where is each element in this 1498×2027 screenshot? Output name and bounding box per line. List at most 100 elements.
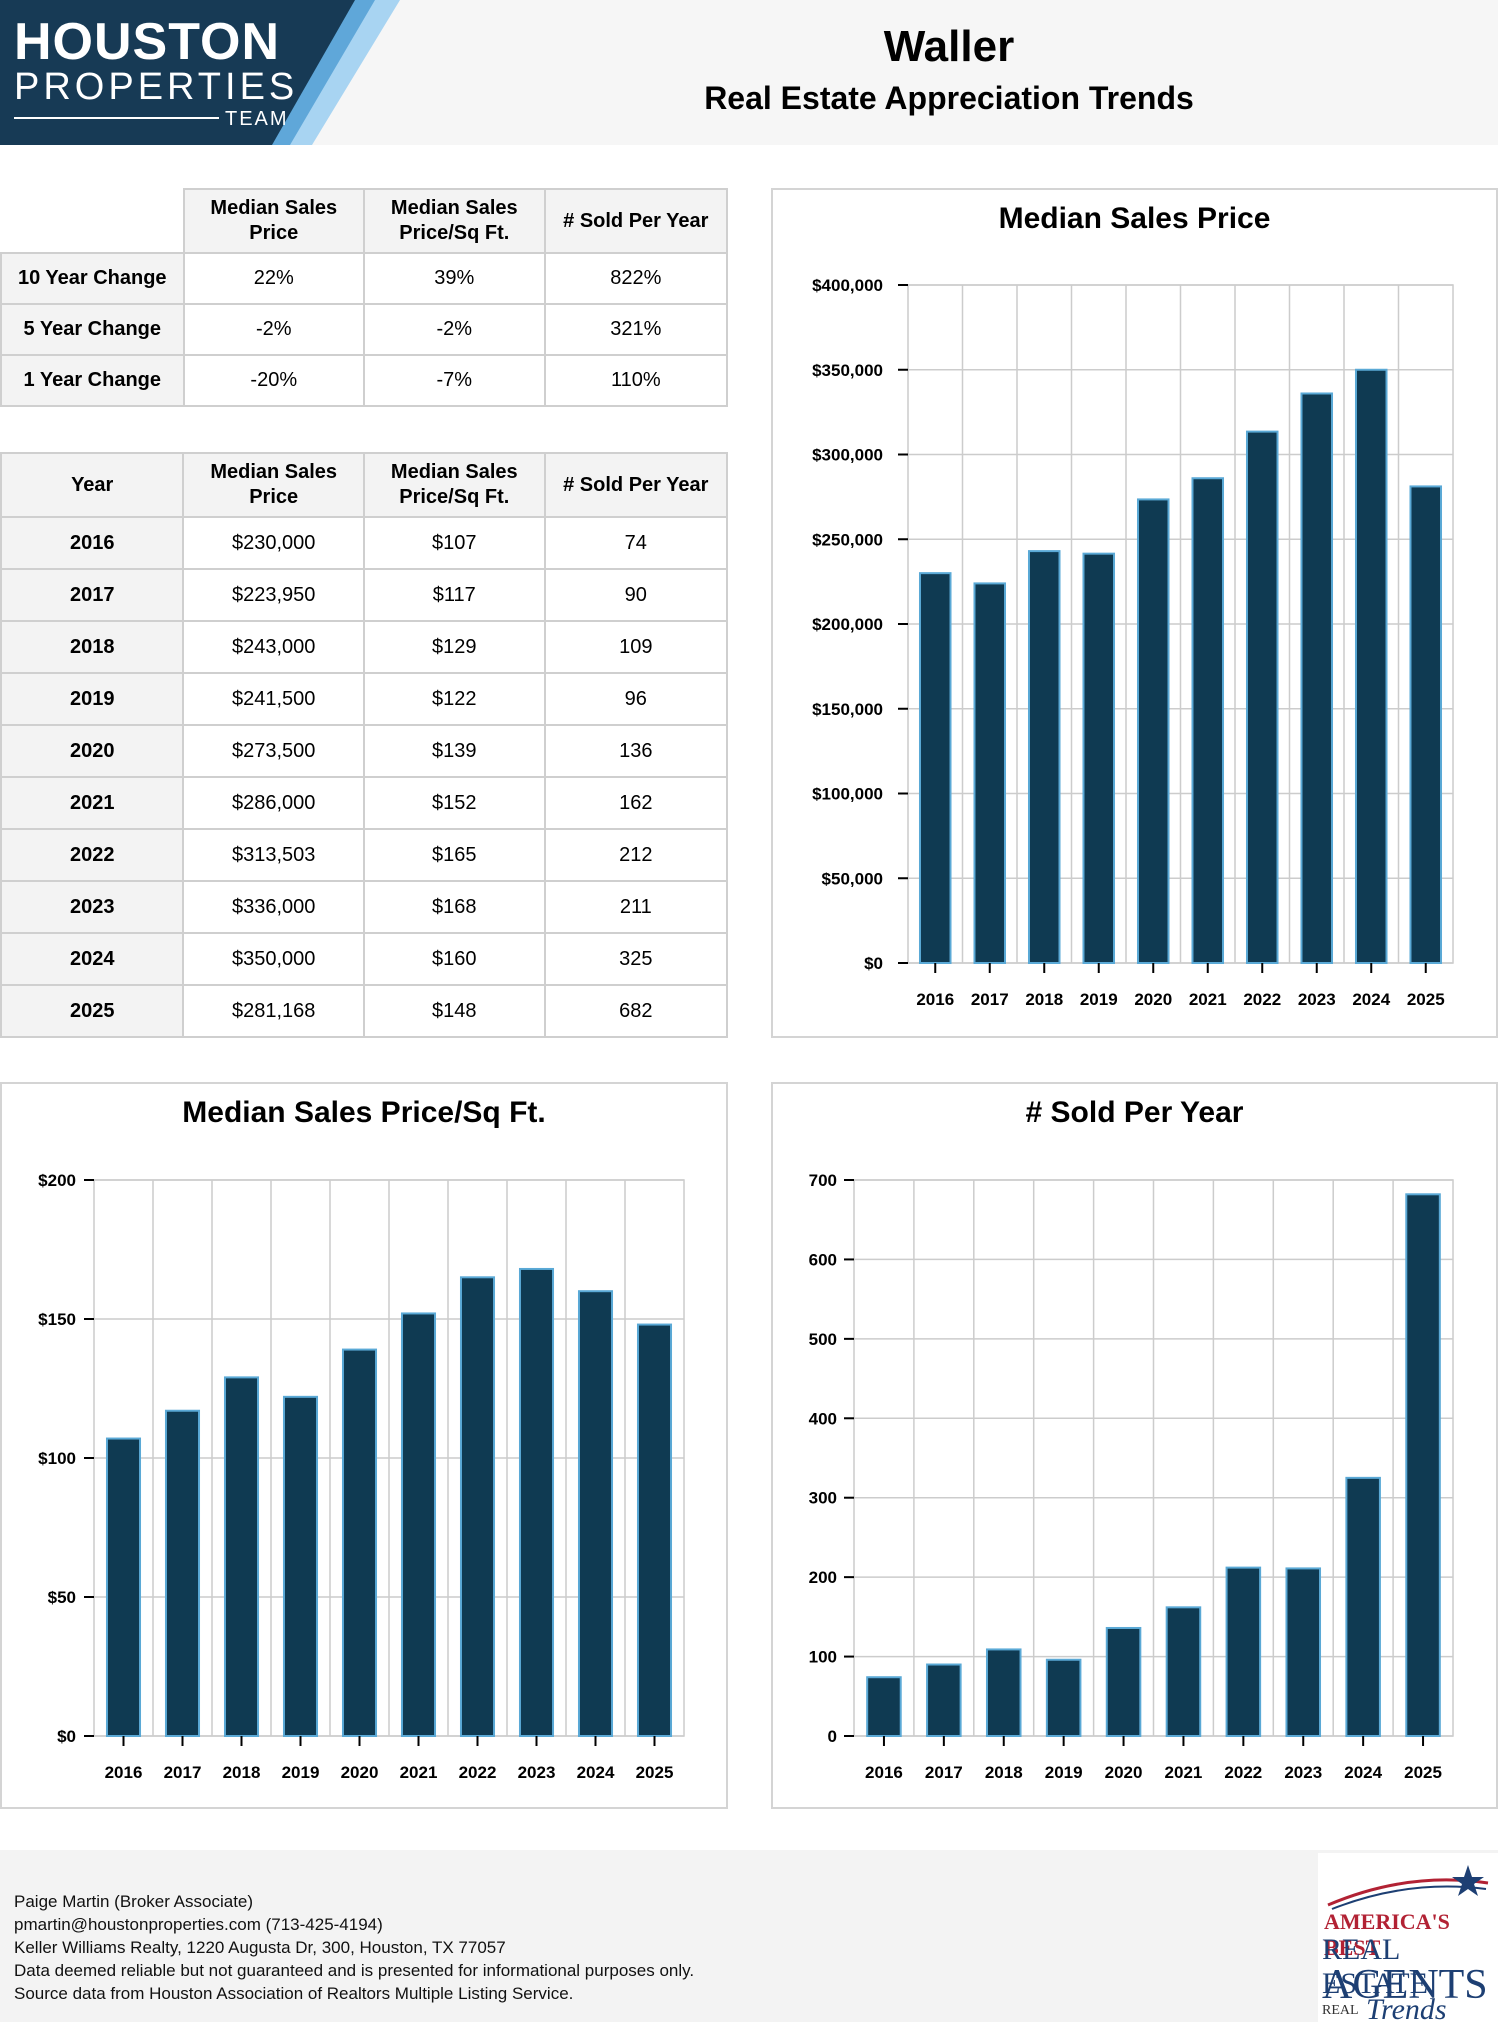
bar	[1405, 1193, 1441, 1738]
summary-corner-cell	[0, 188, 185, 254]
sold-per-year-chart-panel: # Sold Per Year 0 100 200 300 400 500 600 700 201…	[771, 1082, 1498, 1809]
y-tick-label: $300,000	[812, 446, 883, 465]
y-tick-label: $50,000	[822, 869, 883, 888]
bar	[1191, 477, 1225, 964]
sqft-cell: $165	[362, 828, 546, 882]
x-tick-label: 2017	[971, 990, 1009, 1009]
y-tick-label: $0	[57, 1727, 76, 1746]
x-tick-label: 2016	[865, 1763, 903, 1782]
price-cell: $286,000	[182, 776, 365, 830]
x-tick-label: 2022	[1243, 990, 1281, 1009]
summary-cell-sold: 822%	[543, 252, 729, 305]
x-tick-label: 2024	[1352, 990, 1390, 1009]
price-cell: $350,000	[182, 932, 365, 986]
logo-text-properties: PROPERTIES	[14, 66, 299, 108]
x-tick-label: 2022	[459, 1763, 497, 1782]
y-tick-label: $150,000	[812, 700, 883, 719]
x-tick-label: 2020	[1134, 990, 1172, 1009]
year-cell: 2022	[0, 828, 185, 882]
x-tick-label: 2021	[1189, 990, 1227, 1009]
x-tick-label: 2016	[105, 1763, 143, 1782]
x-tick-label: 2023	[518, 1763, 556, 1782]
sqft-cell: $168	[362, 880, 546, 934]
summary-row-label: 10 Year Change	[0, 252, 185, 305]
y-tick-label: $200,000	[812, 615, 883, 634]
sold-cell: 74	[543, 516, 729, 570]
sold-cell: 162	[543, 776, 729, 830]
y-tick-label: 300	[809, 1489, 837, 1508]
chart-title: # Sold Per Year	[1026, 1096, 1244, 1129]
x-tick-label: 2020	[341, 1763, 379, 1782]
bar	[1345, 1476, 1381, 1737]
logo-background	[0, 0, 400, 145]
x-tick-label: 2018	[1025, 990, 1063, 1009]
year-cell: 2016	[0, 516, 185, 570]
summary-cell-sold: 110%	[543, 354, 729, 407]
bar	[985, 1648, 1022, 1737]
y-tick-label: 500	[809, 1330, 837, 1349]
price-cell: $313,503	[182, 828, 365, 882]
sold-cell: 212	[543, 828, 729, 882]
x-tick-label: 2020	[1105, 1763, 1143, 1782]
table-row: 2016 $230,000 $107 74	[0, 516, 729, 570]
summary-cell-sqft: -2%	[363, 303, 546, 356]
x-tick-label: 2019	[282, 1763, 320, 1782]
year-cell: 2017	[0, 568, 185, 622]
bar	[1082, 552, 1116, 964]
bar	[918, 572, 952, 964]
price-cell: $223,950	[182, 568, 365, 622]
summary-cell-sqft: -7%	[363, 354, 546, 407]
table-row: 5 Year Change -2% -2% 321%	[0, 303, 729, 356]
sqft-cell: $139	[362, 724, 546, 778]
bar	[1105, 1626, 1142, 1738]
x-tick-label: 2023	[1298, 990, 1336, 1009]
x-tick-label: 2022	[1224, 1763, 1262, 1782]
y-tick-label: $100	[38, 1449, 76, 1468]
summary-row-label: 1 Year Change	[0, 354, 185, 407]
year-cell: 2024	[0, 932, 185, 986]
median-sales-price-chart: Median Sales Price $0 $50,000 $100,000 $150,…	[812, 202, 1454, 1009]
median-price-sqft-chart-panel: Median Sales Price/Sq Ft. $0 $50 $100 $150 $2…	[0, 1082, 728, 1809]
page-footer: Paige Martin (Broker Associate) pmartin@…	[0, 1850, 1498, 2026]
summary-row-label: 5 Year Change	[0, 303, 185, 356]
price-cell: $241,500	[182, 672, 365, 726]
badge-text-real-estate: REAL ESTATE	[1322, 1933, 1428, 2000]
y-tick-label: 400	[809, 1409, 837, 1428]
x-tick-label: 2024	[577, 1763, 615, 1782]
badge-text-agents: AGENTS	[1322, 1962, 1488, 2008]
table-row: 2024 $350,000 $160 325	[0, 932, 729, 986]
bar	[1225, 1566, 1262, 1737]
y-tick-label: $150	[38, 1310, 76, 1329]
summary-cell-sold: 321%	[543, 303, 729, 356]
sold-cell: 90	[543, 568, 729, 622]
yearly-header-price: Median Sales Price	[182, 452, 365, 518]
yearly-table-body: 2016 $230,000 $107 74 2017 $223,950 $117 90 20…	[0, 516, 729, 1038]
table-row: 2019 $241,500 $122 96	[0, 672, 729, 726]
x-tick-label: 2025	[636, 1763, 674, 1782]
x-tick-label: 2018	[223, 1763, 261, 1782]
bar	[282, 1395, 319, 1737]
summary-change-table: Median Sales Price Median Sales Price/Sq…	[0, 188, 729, 407]
chart-title: Median Sales Price/Sq Ft.	[182, 1096, 545, 1129]
bar	[223, 1376, 260, 1737]
yearly-header-sqft: Median Sales Price/Sq Ft.	[362, 452, 546, 518]
y-tick-label: 700	[809, 1171, 837, 1190]
agent-email-phone[interactable]: pmartin@houstonproperties.com (713-425-4…	[14, 1915, 383, 1934]
houston-properties-logo[interactable]: HOUSTON PROPERTIES TEAM	[0, 0, 420, 145]
sqft-cell: $107	[362, 516, 546, 570]
y-tick-label: $200	[38, 1171, 76, 1190]
x-tick-label: 2019	[1080, 990, 1118, 1009]
bar	[105, 1437, 142, 1737]
median-sales-price-chart-panel: Median Sales Price $0 $50,000 $100,000 $150,…	[771, 188, 1498, 1038]
page-subtitle: Real Estate Appreciation Trends	[704, 80, 1194, 116]
price-cell: $281,168	[182, 984, 365, 1038]
table-row: 2017 $223,950 $117 90	[0, 568, 729, 622]
x-tick-label: 2017	[925, 1763, 963, 1782]
y-tick-label: 100	[809, 1648, 837, 1667]
bar	[341, 1348, 378, 1737]
bar	[164, 1409, 201, 1737]
x-tick-label: 2017	[164, 1763, 202, 1782]
bar	[1354, 368, 1388, 964]
sold-cell: 109	[543, 620, 729, 674]
star-swoosh-icon	[1327, 1865, 1489, 1910]
